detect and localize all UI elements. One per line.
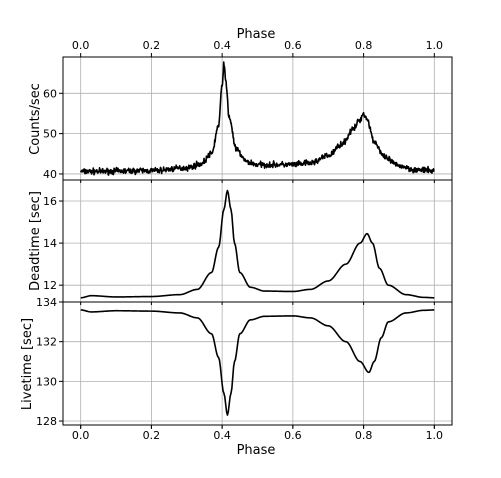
panel-3-y-tick-label: 132 <box>36 336 57 349</box>
panel-2-y-axis-label: Deadtime [sec] <box>28 191 43 291</box>
top-x-tick-label: 1.0 <box>426 39 444 52</box>
panel-1-y-axis-label: Counts/sec <box>28 83 43 155</box>
bottom-x-tick-label: 0.6 <box>284 429 302 442</box>
panel-3-series-line <box>80 309 435 416</box>
panel-3-y-tick-label: 130 <box>36 375 57 388</box>
panel-3-y-tick-label: 128 <box>36 415 57 428</box>
bottom-x-tick-label: 0.0 <box>72 429 90 442</box>
top-x-tick-label: 0.4 <box>213 39 231 52</box>
panel-1-y-tick-label: 60 <box>43 87 57 100</box>
bottom-x-tick-label: 1.0 <box>426 429 444 442</box>
panel-1-series-line <box>79 61 435 176</box>
panel-3-y-axis-label: Livetime [sec] <box>20 318 35 410</box>
bottom-x-axis-label: Phase <box>237 443 276 458</box>
series-layer <box>79 61 435 416</box>
panel-2-y-tick-label: 12 <box>43 279 57 292</box>
top-x-tick-label: 0.8 <box>355 39 373 52</box>
bottom-x-tick-label: 0.2 <box>143 429 161 442</box>
panel-1-y-tick-label: 50 <box>43 128 57 141</box>
panel-2-series-line <box>80 189 435 299</box>
top-x-tick-label: 0.2 <box>143 39 161 52</box>
top-x-tick-label: 0.6 <box>284 39 302 52</box>
tick-layer: 0.0 0.2 0.4 0.6 0.8 1.0 0.0 0.2 0.4 0.6 0.8 1.0 40 50… <box>36 39 443 442</box>
panel-3-frame <box>62 301 453 426</box>
top-x-tick-label: 0.0 <box>72 39 90 52</box>
grid-layer <box>63 57 452 425</box>
frame-layer <box>62 56 453 426</box>
top-x-axis-label: Phase <box>237 27 276 42</box>
panel-1-y-tick-label: 40 <box>43 168 57 181</box>
panel-3-y-tick-label: 134 <box>36 296 57 309</box>
panel-2-y-tick-label: 14 <box>43 237 57 250</box>
panel-2-y-tick-label: 16 <box>43 195 57 208</box>
bottom-x-tick-label: 0.8 <box>355 429 373 442</box>
bottom-x-tick-label: 0.4 <box>213 429 231 442</box>
